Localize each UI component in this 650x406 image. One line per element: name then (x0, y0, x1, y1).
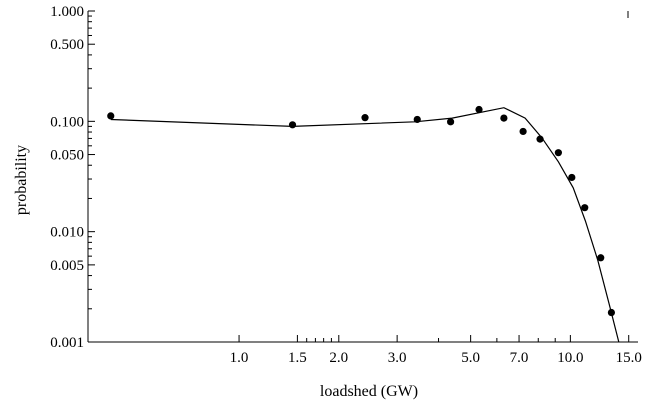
x-tick-label: 5.0 (461, 350, 480, 366)
data-point (475, 105, 483, 114)
data-point (597, 254, 605, 262)
x-tick-label: 15.0 (616, 350, 642, 366)
y-axis-title: probability (13, 145, 30, 215)
data-point (500, 114, 508, 122)
axes: 1.0 1.5 2.0 3.0 5.0 7.0 10.0 15.0 0.001 0.005 0.01… (50, 4, 642, 366)
y-tick-label: 0.001 (50, 335, 84, 351)
y-tick-label: 0.500 (50, 37, 84, 53)
data-point (554, 149, 562, 157)
fit-line (110, 107, 620, 343)
y-tick-label: 0.100 (50, 114, 84, 130)
y-tick-label: 0.050 (50, 148, 84, 164)
data-point (107, 112, 115, 120)
data-point (288, 121, 297, 129)
y-tick-label: 1.000 (50, 4, 84, 20)
x-tick-label: 1.0 (230, 350, 249, 366)
x-tick-label: 10.0 (557, 350, 583, 366)
x-tick-label: 7.0 (510, 350, 529, 366)
data-point (519, 127, 527, 136)
x-tick-label: 1.5 (288, 350, 307, 366)
plot-marks (107, 105, 620, 343)
x-tick-label: 2.0 (329, 350, 348, 366)
data-point (446, 118, 455, 126)
x-axis-title: loadshed (GW) (320, 383, 418, 400)
x-tick-label: 3.0 (388, 350, 407, 366)
data-point (361, 114, 369, 122)
data-point (581, 204, 589, 212)
y-tick-label: 0.005 (50, 258, 84, 274)
data-point (568, 173, 576, 182)
y-tick-label: 0.010 (50, 225, 84, 241)
